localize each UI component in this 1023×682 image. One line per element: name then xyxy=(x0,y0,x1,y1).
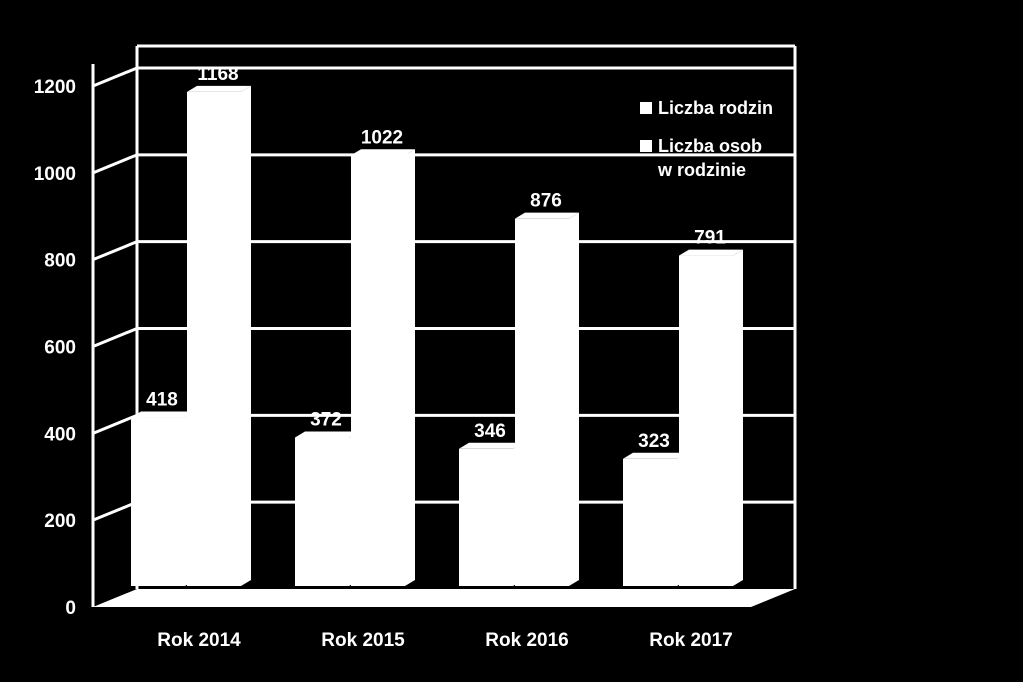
bar-top-face xyxy=(623,452,687,459)
legend: Liczba rodzin Liczba osob w rodzinie xyxy=(640,98,773,180)
bar xyxy=(679,255,733,587)
bar-top-face xyxy=(679,249,743,256)
bar-side-face xyxy=(405,149,415,586)
data-label: 418 xyxy=(146,390,178,411)
data-label: 1168 xyxy=(197,64,238,85)
data-label: 372 xyxy=(310,409,342,430)
bar-top-face xyxy=(515,212,579,219)
chart-walls xyxy=(91,44,797,607)
x-category-label: Rok 2014 xyxy=(157,630,241,651)
data-label: 791 xyxy=(694,228,726,249)
bar-side-face xyxy=(241,85,251,586)
bar xyxy=(351,155,405,586)
y-tick-label: 200 xyxy=(44,511,76,532)
bar xyxy=(515,218,569,587)
y-tick-label: 0 xyxy=(65,598,76,619)
x-axis-categories: Rok 2014 Rok 2015 Rok 2016 Rok 2017 xyxy=(157,630,732,651)
bar-top-face xyxy=(187,85,251,92)
bar-top-face xyxy=(131,411,195,418)
gridline-side xyxy=(92,327,138,348)
gridline-side xyxy=(92,500,138,522)
data-label: 876 xyxy=(530,191,562,212)
y-tick-label: 1000 xyxy=(34,164,76,185)
bar-top-face xyxy=(459,442,523,449)
bar xyxy=(623,458,677,586)
chart-floor xyxy=(93,589,795,607)
legend-swatch xyxy=(640,102,652,114)
legend-label: Liczba rodzin xyxy=(658,98,773,118)
bar-top-face xyxy=(351,149,415,156)
y-tick-label: 600 xyxy=(44,338,76,359)
y-tick-label: 800 xyxy=(44,251,76,272)
bars xyxy=(131,85,743,587)
bar-side-face xyxy=(733,249,743,587)
y-tick-label: 1200 xyxy=(34,77,76,98)
gridline-side xyxy=(92,66,138,88)
bar-side-face xyxy=(569,212,579,587)
y-axis-ticks: 0 200 400 600 800 1000 1200 xyxy=(34,77,76,619)
bar xyxy=(295,437,349,586)
x-category-label: Rok 2016 xyxy=(485,630,568,651)
y-tick-label: 400 xyxy=(44,424,76,445)
x-category-label: Rok 2017 xyxy=(649,630,732,651)
legend-swatch xyxy=(640,140,652,152)
bar-top-face xyxy=(295,431,359,438)
bar xyxy=(131,417,185,586)
gridline-side xyxy=(92,240,138,262)
legend-label: Liczba osob w rodzinie xyxy=(657,136,762,180)
gridline-side xyxy=(92,153,138,175)
data-label: 346 xyxy=(474,421,506,442)
bar xyxy=(459,448,513,586)
data-labels: 418 1168 372 1022 346 876 323 791 xyxy=(146,64,726,452)
x-category-label: Rok 2015 xyxy=(321,630,405,651)
bar xyxy=(187,91,241,586)
gridline-side xyxy=(92,413,138,435)
data-label: 1022 xyxy=(361,127,403,148)
data-label: 323 xyxy=(638,431,670,452)
